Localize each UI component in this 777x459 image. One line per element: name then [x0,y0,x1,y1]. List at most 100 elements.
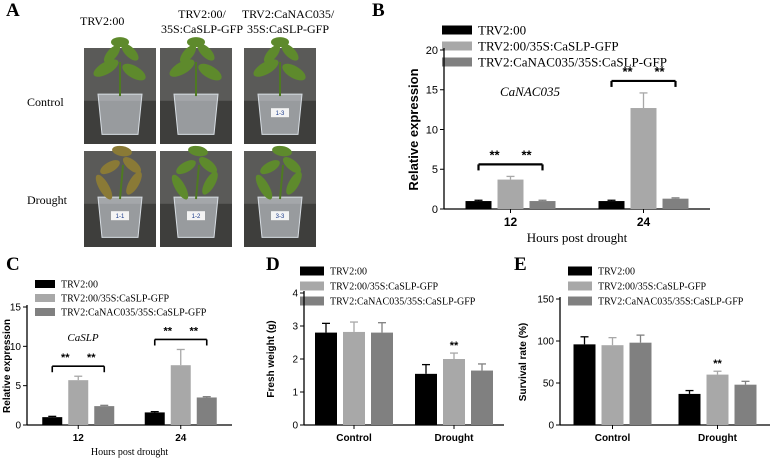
pot-label [187,211,205,221]
legend-swatch [300,296,324,306]
significance-stars: ** [713,358,722,370]
plant-leaf [260,160,280,175]
plant-leaf [255,174,273,200]
bar [144,412,165,425]
x-tick-label: Control [336,433,372,444]
x-tick-label: 12 [73,433,85,444]
bar [68,380,89,425]
plant-leaf [103,45,121,64]
plant-leaf [122,63,146,81]
plant-stem [119,164,124,200]
y-tick-label: 150 [537,295,554,306]
legend-label: TRV2:00 [598,267,635,278]
significance-stars: ** [489,147,500,162]
bar [529,201,556,209]
legend-label: TRV2:CaNAC035/35S:CaSLP-GFP [478,55,667,70]
legend-label: TRV2:00 [330,267,367,278]
plant-leaf [179,45,197,64]
bar [94,406,115,425]
plant-photo: 1-3 [244,37,316,144]
plant-leaf [122,157,142,174]
legend-label: TRV2:00/35S:CaSLP-GFP [61,294,170,305]
significance-stars: ** [87,352,96,364]
plant-leaf [272,145,292,157]
bar [170,365,191,425]
pot-label-text: 1-3 [276,111,285,117]
x-tick-label: 24 [175,433,187,444]
y-tick-label: 0 [15,421,21,432]
legend-swatch [35,280,55,288]
legend-swatch [300,281,324,291]
plant-photo: 1-2 [160,145,232,247]
plant-leaf [188,145,208,157]
plant-leaf [111,37,129,48]
y-tick-label: 2 [292,355,298,366]
bar [601,345,624,425]
bar [471,370,493,425]
plant-photo: 3-3 [244,145,316,247]
chart-b-canaco035-expression: TRV2:00TRV2:00/35S:CaSLP-GFPTRV2:CaNAC03… [406,23,710,245]
bar [465,201,492,209]
plant-leaf [271,37,289,48]
legend-swatch [568,281,592,291]
y-axis-label: Relative expression [406,68,421,190]
legend-label: TRV2:00 [61,280,98,291]
bar [315,332,337,425]
panel-d-letter: D [266,254,280,275]
bar [415,373,437,425]
plant-photo [160,37,232,144]
significance-stars: ** [521,147,532,162]
y-tick-label: 0 [548,421,554,432]
column-header-trv2-casl: TRV2:00/ 35S:CaSLP-GFP [160,7,244,36]
bar [497,179,524,209]
panel-c-letter: C [6,254,20,275]
pot-label [111,211,129,221]
y-tick-label: 20 [426,45,438,57]
legend-label: TRV2:00/35S:CaSLP-GFP [598,282,707,293]
y-tick-label: 5 [432,164,438,176]
plant-leaf [253,59,279,77]
pot-label-text: 3-3 [276,214,285,220]
x-tick-label: Drought [698,433,738,444]
x-tick-label: Drought [435,433,475,444]
legend-label: TRV2:CaNAC035/35S:CaSLP-GFP [330,297,476,308]
legend-swatch [442,41,472,51]
plant-photo: 1-1 [84,145,156,247]
plant-leaf [176,160,196,175]
plant-pot [173,93,219,135]
panel-e-letter: E [514,254,527,275]
y-tick-label: 15 [426,85,438,97]
gene-annotation: CaNAC035 [500,84,560,99]
plant-leaf [281,43,299,61]
plant-leaf [93,59,119,77]
chart-e-survival-rate: TRV2:00 TRV2:00/35S:CaSLP-GFP TRV2:CaNAC03… [518,266,770,444]
bar [598,201,625,209]
x-axis-label: Hours post drought [527,230,628,245]
pot-label-text: 1-1 [116,214,125,220]
significance-stars: ** [61,352,70,364]
y-tick-label: 15 [10,303,22,314]
row-label-control: Control [27,95,64,109]
bar [662,198,689,209]
bar [573,344,596,425]
y-axis-label: Survival rate (%) [518,323,529,401]
plant-leaf [282,63,306,81]
x-tick-label: 24 [637,215,651,229]
plant-leaf [187,37,205,48]
bar [706,374,729,425]
plant-leaf [126,171,142,195]
plant-leaf [198,157,218,174]
bar [629,342,652,425]
y-axis-label: Fresh weight (g) [266,320,277,397]
legend-swatch [300,266,324,276]
legend-label: TRV2:00 [478,23,526,38]
bar [343,331,365,425]
legend-label: TRV2:00/35S:CaSLP-GFP [478,39,619,54]
legend-swatch [35,294,55,302]
y-tick-label: 100 [537,337,554,348]
plant-leaf [169,59,195,77]
plant-pot [97,93,143,135]
plant-photo-grid: 1-3 1-1 1-2 3-3 [84,37,316,247]
bar [678,393,701,425]
y-tick-label: 50 [543,379,555,390]
